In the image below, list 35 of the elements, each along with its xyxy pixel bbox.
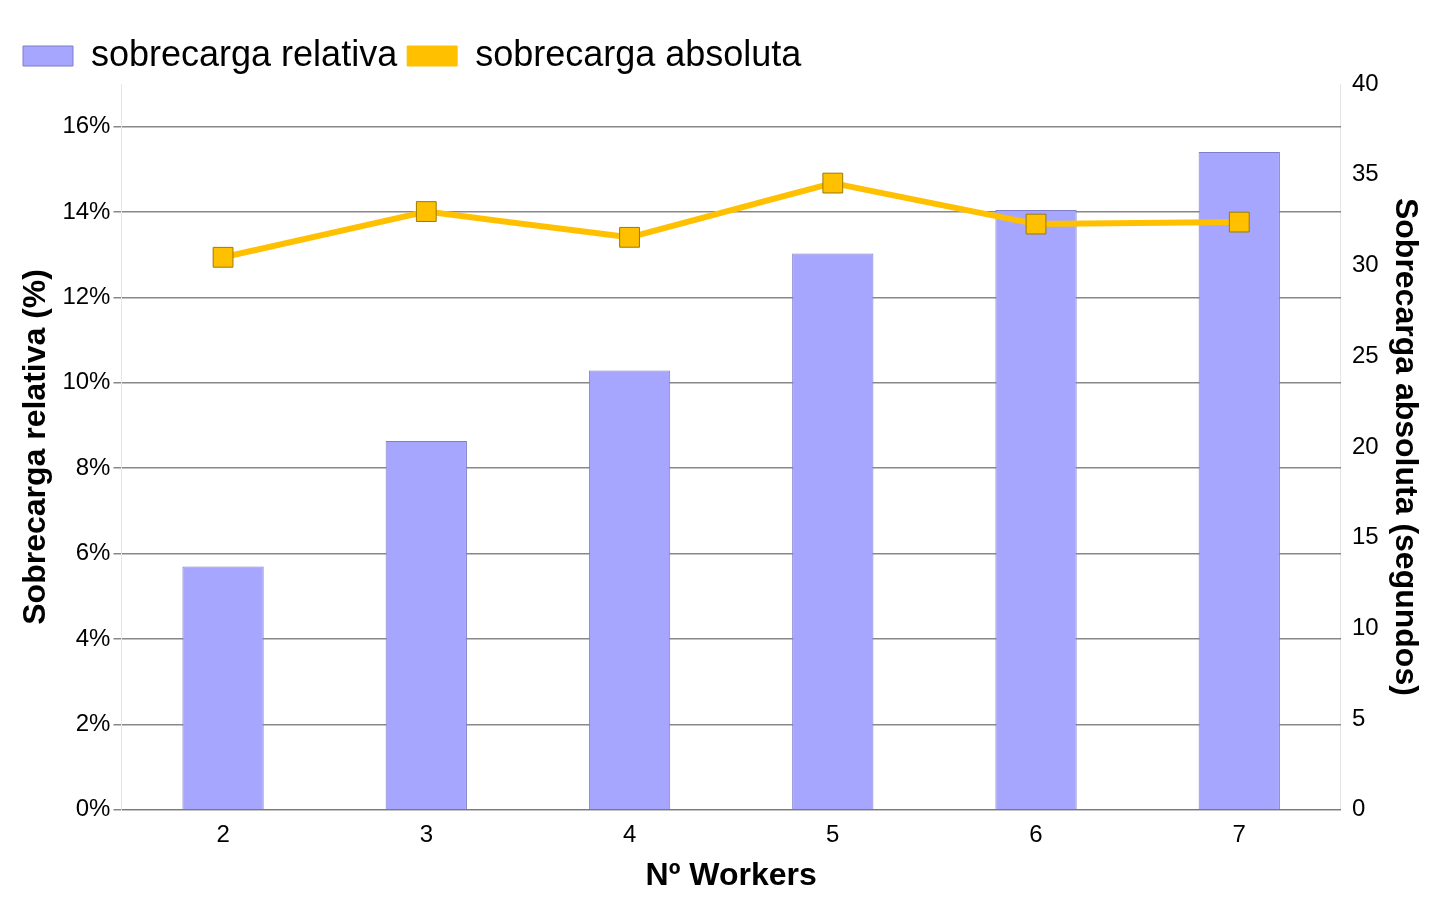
legend-label: sobrecarga absoluta bbox=[475, 32, 803, 74]
x-tick-label: 5 bbox=[826, 819, 840, 847]
y-tick-label: 16% bbox=[62, 111, 111, 139]
y-tick-label: 12% bbox=[62, 282, 111, 310]
y-tick-label: 14% bbox=[62, 196, 111, 224]
y-axis-title: Sobrecarga relativa (%) bbox=[16, 269, 53, 625]
point bbox=[1228, 211, 1250, 233]
x-tick-label: 3 bbox=[419, 819, 433, 847]
y2-tick-label: 10 bbox=[1351, 612, 1379, 640]
x-tick-label: 2 bbox=[216, 819, 230, 847]
y-tick-label: 0% bbox=[75, 794, 111, 822]
x-tick-label: 4 bbox=[622, 819, 637, 847]
x-tick-label: 6 bbox=[1029, 819, 1043, 847]
y2-tick-label: 25 bbox=[1351, 340, 1379, 368]
point bbox=[822, 172, 844, 194]
x-axis-title: Nº Workers bbox=[645, 855, 817, 892]
y-tick-label: 8% bbox=[75, 452, 111, 480]
legend-label: sobrecarga relativa bbox=[91, 32, 399, 74]
y2-tick-label: 30 bbox=[1351, 250, 1379, 278]
x-tick-label: 7 bbox=[1232, 819, 1246, 847]
y2-tick-label: 0 bbox=[1351, 794, 1366, 822]
y2-tick-label: 15 bbox=[1351, 522, 1379, 550]
y2-tick-label: 20 bbox=[1351, 431, 1379, 459]
y-tick-label: 10% bbox=[62, 367, 111, 395]
y-tick-label: 4% bbox=[75, 623, 111, 651]
y2-tick-label: 40 bbox=[1351, 68, 1379, 96]
y-tick-label: 6% bbox=[75, 538, 111, 566]
point bbox=[415, 201, 437, 222]
point bbox=[619, 226, 640, 248]
point bbox=[1025, 213, 1047, 235]
y2-axis-title: Sobrecarga absoluta (segundos) bbox=[1388, 197, 1425, 696]
point bbox=[212, 246, 234, 268]
y-tick-label: 2% bbox=[75, 709, 111, 737]
y2-tick-label: 5 bbox=[1351, 703, 1366, 731]
y2-tick-label: 35 bbox=[1351, 159, 1379, 187]
